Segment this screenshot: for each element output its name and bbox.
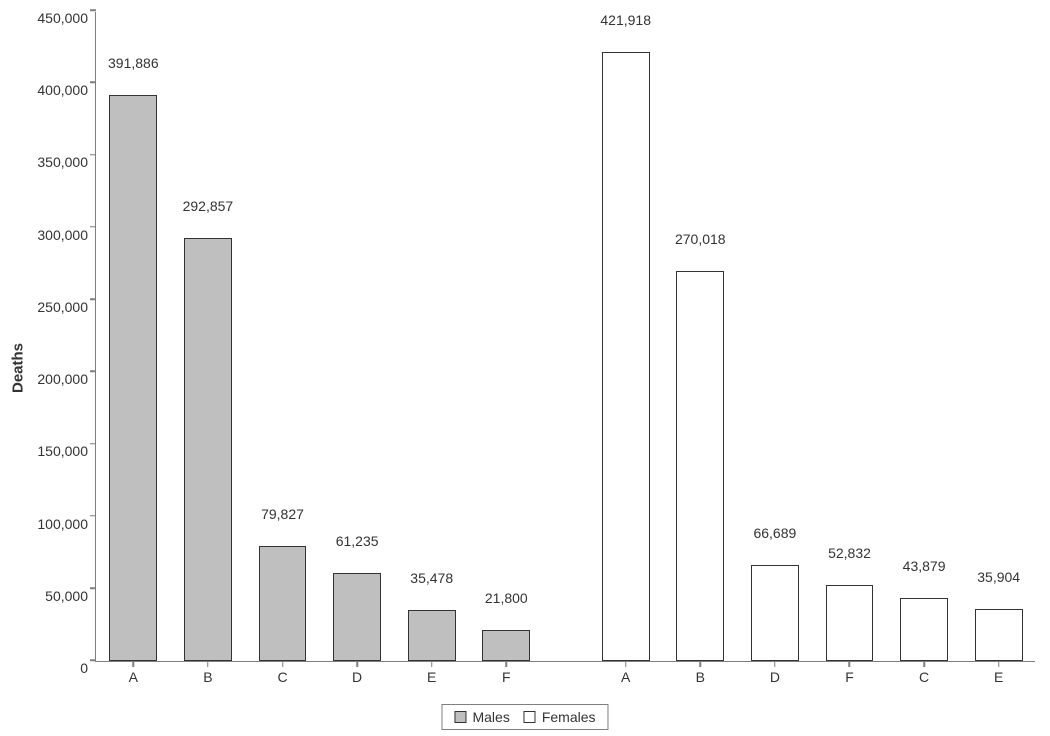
bar — [751, 565, 799, 661]
legend-swatch-females — [524, 711, 536, 723]
xtick-mark — [431, 661, 433, 667]
legend-label-males: Males — [472, 709, 509, 725]
xtick-mark — [356, 661, 358, 667]
bar-value-label: 270,018 — [675, 231, 726, 251]
ytick-label: 200,000 — [37, 371, 96, 387]
xtick-mark — [133, 661, 135, 667]
bar — [602, 52, 650, 661]
xtick-mark — [774, 661, 776, 667]
xtick-mark — [998, 661, 1000, 667]
bar — [184, 238, 232, 661]
bar — [109, 95, 157, 661]
bar-value-label: 35,904 — [977, 569, 1020, 589]
legend-swatch-males — [454, 711, 466, 723]
legend-label-females: Females — [542, 709, 596, 725]
bar — [900, 598, 948, 661]
xtick-mark — [923, 661, 925, 667]
bar-value-label: 35,478 — [410, 570, 453, 590]
bar-value-label: 391,886 — [108, 55, 159, 75]
bar-value-label: 52,832 — [828, 545, 871, 565]
xtick-mark — [700, 661, 702, 667]
bar — [826, 585, 874, 661]
bar — [975, 609, 1023, 661]
bar-value-label: 421,918 — [600, 12, 651, 32]
bar-value-label: 21,800 — [485, 590, 528, 610]
y-axis-label: Deaths — [10, 343, 27, 393]
xtick-mark — [506, 661, 508, 667]
bar — [333, 573, 381, 661]
legend-item-females: Females — [524, 709, 596, 725]
bar — [408, 610, 456, 661]
bar-value-label: 43,879 — [903, 558, 946, 578]
bar — [676, 271, 724, 661]
ytick-label: 400,000 — [37, 82, 96, 98]
xtick-mark — [282, 661, 284, 667]
bar-value-label: 292,857 — [183, 198, 234, 218]
bar — [482, 630, 530, 661]
ytick-label: 50,000 — [45, 588, 96, 604]
chart-container: Deaths 050,000100,000150,000200,000250,0… — [0, 0, 1050, 736]
ytick-label: 300,000 — [37, 227, 96, 243]
ytick-label: 250,000 — [37, 299, 96, 315]
ytick-label: 0 — [80, 660, 96, 676]
bar-value-label: 61,235 — [336, 533, 379, 553]
xtick-mark — [849, 661, 851, 667]
bar — [259, 546, 307, 661]
ytick-label: 150,000 — [37, 443, 96, 459]
xtick-mark — [625, 661, 627, 667]
plot-area: 050,000100,000150,000200,000250,000300,0… — [95, 12, 1035, 662]
ytick-label: 100,000 — [37, 516, 96, 532]
bar-value-label: 79,827 — [261, 506, 304, 526]
legend: Males Females — [441, 704, 608, 730]
bar-value-label: 66,689 — [753, 525, 796, 545]
ytick-label: 350,000 — [37, 154, 96, 170]
ytick-label: 450,000 — [37, 10, 96, 26]
legend-item-males: Males — [454, 709, 509, 725]
xtick-mark — [207, 661, 209, 667]
